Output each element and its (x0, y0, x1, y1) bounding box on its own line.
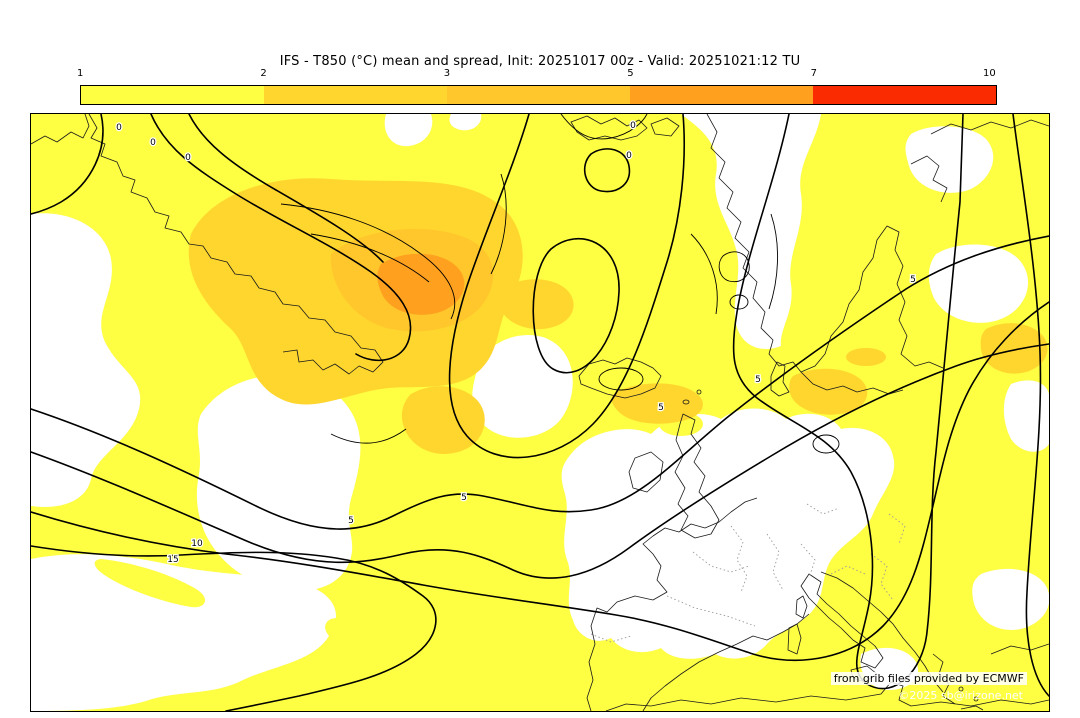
contour-label: 10 (191, 539, 203, 549)
colorbar-tick: 1 (77, 68, 84, 79)
map-canvas: 0 0 0 0 0 5 5 5 5 10 15 5 (31, 114, 1049, 711)
contour-layer (31, 114, 1049, 711)
forecast-map: 0 0 0 0 0 5 5 5 5 10 15 5 from grib file… (30, 113, 1050, 712)
spread-fill-layer (31, 114, 1049, 711)
copyright-attribution: ©2025 sb@irizone.net (898, 689, 1023, 702)
contour-label: 5 (461, 493, 467, 503)
contour-label: 0 (630, 121, 636, 131)
contour-label: 0 (116, 123, 122, 133)
colorbar-segment (264, 86, 447, 104)
colorbar-tick: 2 (260, 68, 267, 79)
contour-label: 15 (167, 555, 178, 565)
colorbar-segment (813, 86, 996, 104)
colorbar-tick: 3 (443, 68, 451, 79)
contour-label: 0 (185, 153, 191, 163)
colorbar-tick: 5 (627, 68, 634, 79)
colorbar-segment (630, 86, 813, 104)
colorbar-segment (447, 86, 630, 104)
contour-label: 5 (658, 403, 664, 413)
data-source-attribution: from grib files provided by ECMWF (830, 672, 1027, 685)
contour-label: 0 (150, 138, 156, 148)
colorbar-segment (81, 86, 264, 104)
contour-label: 0 (626, 151, 632, 161)
contour-label: 5 (755, 375, 761, 385)
country-border-layer (590, 503, 906, 643)
spread-colorbar (80, 85, 997, 105)
contour-label: 5 (910, 275, 916, 285)
colorbar-tick: 7 (810, 68, 817, 79)
contour-label: 5 (348, 516, 354, 526)
colorbar-tick: 10 (983, 68, 996, 79)
colorbar-ticks: 1 2 3 5 7 10 (77, 68, 997, 81)
contour-label-layer: 0 0 0 0 0 5 5 5 5 10 15 5 (115, 120, 917, 567)
page-title: IFS - T850 (°C) mean and spread, Init: 2… (279, 54, 801, 69)
